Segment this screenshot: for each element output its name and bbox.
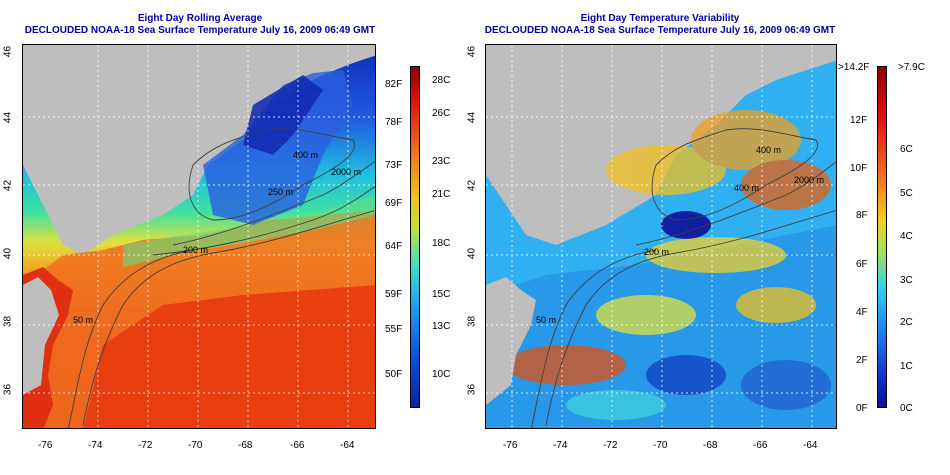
right-cb-f-4: 4F [856,307,868,318]
left-cb-c-23: 23C [432,156,451,167]
left-title-line2: DECLOUDED NOAA-18 Sea Surface Temperatur… [24,25,376,36]
right-cb-c-3: 3C [900,275,913,286]
left-xtick-70: -70 [188,440,203,451]
left-contour-label-50: 50 m [73,315,94,325]
left-xtick-76: -76 [38,440,53,451]
left-contour-label-250: 250 m [268,187,294,197]
left-cb-c-13: 13C [432,321,451,332]
right-variability-map: 400 m 2000 m 400 m 200 m 50 m [485,44,837,429]
right-cb-f-2: 2F [856,355,868,366]
left-colorbar [410,66,420,408]
left-cb-c-18: 18C [432,238,451,249]
left-sst-map: 400 m 2000 m 250 m 200 m 50 m [22,44,376,429]
left-cb-f-64: 64F [385,241,403,252]
right-xtick-66: -66 [753,440,768,451]
left-cb-c-15: 15C [432,289,451,300]
right-cb-c-6: 6C [900,144,913,155]
left-xtick-72: -72 [138,440,153,451]
left-cb-c-21: 21C [432,189,451,200]
right-ytick-40: 40 [466,247,478,260]
right-contour-label-2000: 2000 m [794,175,825,185]
left-cb-f-78: 78F [385,117,403,128]
left-contour-label-200: 200 m [183,245,209,255]
left-xtick-64: -64 [340,440,355,451]
right-cb-c-5: 5C [900,188,913,199]
left-cb-f-69: 69F [385,198,403,209]
left-xtick-68: -68 [238,440,253,451]
left-ytick-38: 38 [2,315,14,328]
right-ytick-44: 44 [466,111,478,124]
right-cb-c-7: >7.9C [898,62,925,73]
left-contour-label-400: 400 m [293,150,319,160]
left-ytick-44: 44 [2,111,14,124]
right-cb-c-1: 1C [900,361,913,372]
right-contour-label-200: 200 m [644,247,670,257]
right-cb-f-14: >14.2F [838,62,870,73]
left-cb-f-50: 50F [385,369,403,380]
left-xtick-74: -74 [88,440,103,451]
right-ytick-38: 38 [466,315,478,328]
right-xtick-68: -68 [703,440,718,451]
left-xtick-66: -66 [290,440,305,451]
right-cb-f-8: 8F [856,210,868,221]
right-cb-c-0: 0C [900,403,913,414]
right-contour-label-50: 50 m [536,315,557,325]
left-cb-c-28: 28C [432,75,451,86]
right-cb-f-0: 0F [856,403,868,414]
left-cb-f-59: 59F [385,289,403,300]
left-ytick-40: 40 [2,247,14,260]
left-ytick-36: 36 [2,383,14,396]
right-contour-label-400b: 400 m [734,183,760,193]
right-xtick-72: -72 [603,440,618,451]
left-cb-c-26: 26C [432,108,451,119]
right-ytick-36: 36 [466,383,478,396]
left-contour-label-2000: 2000 m [331,167,362,177]
right-xtick-76: -76 [503,440,518,451]
right-xtick-64: -64 [803,440,818,451]
right-xtick-74: -74 [553,440,568,451]
right-contour-label-400a: 400 m [756,145,782,155]
left-title-line1: Eight Day Rolling Average [137,13,263,24]
right-xtick-70: -70 [653,440,668,451]
right-ytick-42: 42 [466,179,478,192]
right-colorbar [877,66,887,408]
right-title-line2: DECLOUDED NOAA-18 Sea Surface Temperatur… [484,25,836,36]
right-cb-f-12: 12F [850,115,868,126]
left-ytick-42: 42 [2,179,14,192]
left-cb-f-82: 82F [385,79,403,90]
left-cb-f-73: 73F [385,160,403,171]
left-cb-c-10: 10C [432,369,451,380]
right-cb-f-6: 6F [856,259,868,270]
left-ytick-46: 46 [2,45,14,58]
right-ytick-46: 46 [466,45,478,58]
right-cb-c-2: 2C [900,317,913,328]
right-cb-c-4: 4C [900,231,913,242]
right-title-line1: Eight Day Temperature Variability [580,13,740,24]
right-cb-f-10: 10F [850,163,868,174]
left-cb-f-55: 55F [385,324,403,335]
